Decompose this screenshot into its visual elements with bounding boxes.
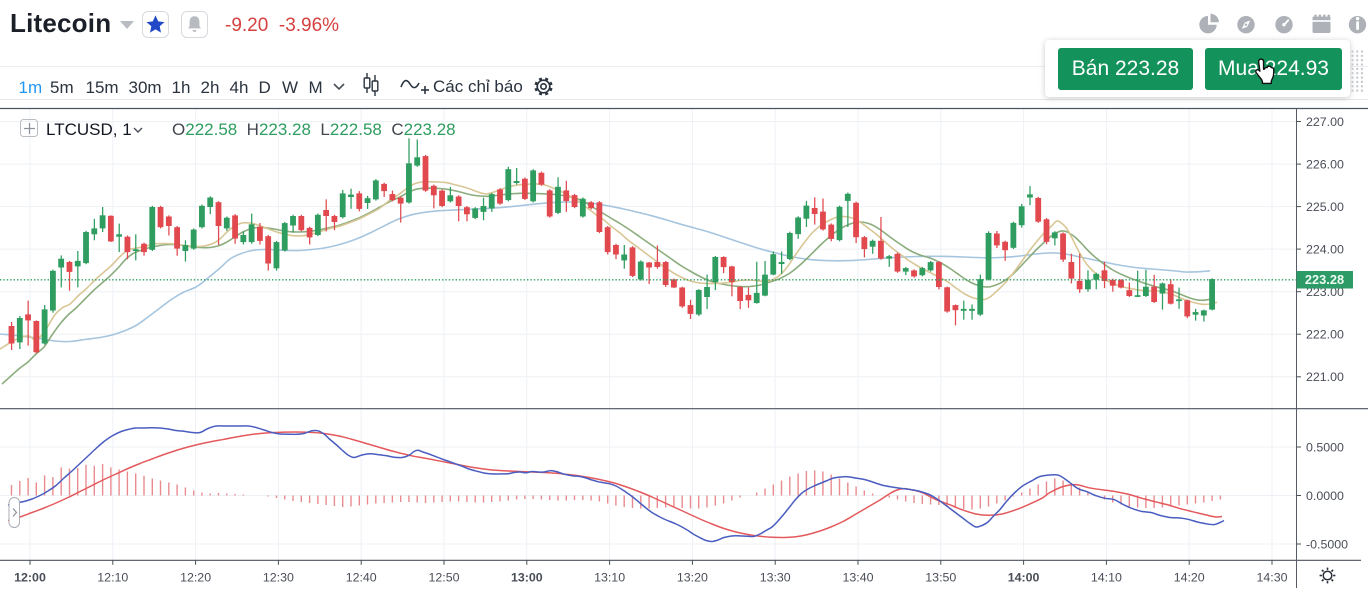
svg-text:14:00: 14:00 (1008, 571, 1040, 585)
svg-text:13:40: 13:40 (842, 571, 873, 585)
svg-text:222.00: 222.00 (1306, 328, 1344, 342)
svg-text:12:30: 12:30 (263, 571, 294, 585)
svg-text:13:20: 13:20 (677, 571, 708, 585)
svg-text:0.5000: 0.5000 (1306, 440, 1344, 454)
svg-text:14:10: 14:10 (1091, 571, 1122, 585)
svg-text:226.00: 226.00 (1306, 157, 1344, 171)
svg-text:227.00: 227.00 (1306, 115, 1344, 129)
svg-text:13:30: 13:30 (760, 571, 791, 585)
svg-text:14:20: 14:20 (1174, 571, 1205, 585)
svg-text:225.00: 225.00 (1306, 200, 1344, 214)
svg-text:0.0000: 0.0000 (1306, 489, 1344, 503)
svg-text:14:30: 14:30 (1256, 571, 1287, 585)
svg-text:13:10: 13:10 (594, 571, 625, 585)
svg-text:221.00: 221.00 (1306, 370, 1344, 384)
svg-text:-0.5000: -0.5000 (1306, 537, 1348, 551)
svg-text:12:20: 12:20 (180, 571, 211, 585)
svg-text:12:40: 12:40 (346, 571, 377, 585)
svg-text:12:00: 12:00 (14, 571, 46, 585)
svg-text:12:50: 12:50 (428, 571, 459, 585)
svg-text:13:50: 13:50 (925, 571, 956, 585)
svg-text:12:10: 12:10 (97, 571, 128, 585)
svg-text:224.00: 224.00 (1306, 242, 1344, 256)
svg-text:13:00: 13:00 (511, 571, 543, 585)
svg-text:223.28: 223.28 (1305, 272, 1344, 287)
